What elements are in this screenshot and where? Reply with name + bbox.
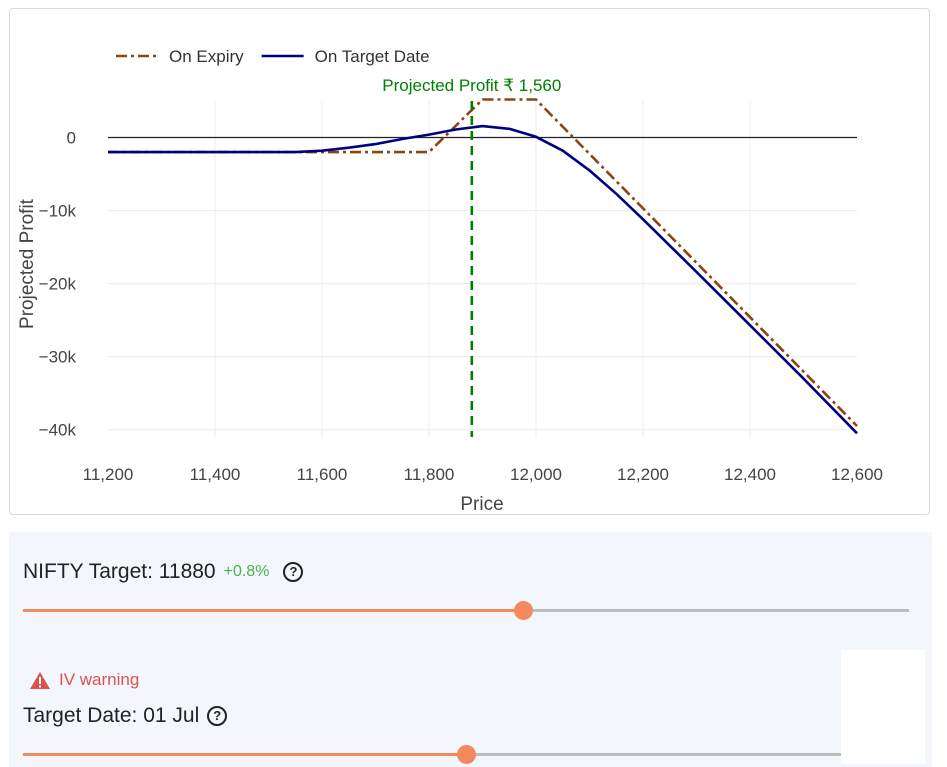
- nifty-target-change: +0.8%: [223, 563, 270, 580]
- blank-overlay: [841, 650, 925, 764]
- chart-card: 11,200 11,400 11,600 11,800 12,000 12,200 12,4…: [9, 8, 930, 515]
- nifty-target-slider-fill: [23, 609, 523, 612]
- series-line-0: [108, 98, 858, 427]
- x-tick-label: 11,800: [404, 465, 455, 484]
- target-date-slider-thumb[interactable]: [457, 745, 476, 764]
- legend-label-1: On Target Date: [315, 47, 430, 66]
- question-circle-icon[interactable]: ?: [283, 562, 304, 582]
- x-axis-title: Price: [460, 494, 503, 515]
- x-tick-label: 12,000: [510, 465, 562, 484]
- x-tick-label: 11,200: [83, 465, 134, 484]
- y-tick-label: 0: [67, 129, 76, 148]
- nifty-target-label: NIFTY Target: 11880: [23, 560, 216, 583]
- question-circle-icon[interactable]: ?: [207, 706, 228, 726]
- iv-warning: IV warning: [29, 670, 139, 690]
- y-axis-title: Projected Profit: [17, 198, 38, 329]
- nifty-target-row: NIFTY Target: 11880 +0.8% ?: [23, 560, 304, 584]
- payoff-chart: 11,200 11,400 11,600 11,800 12,000 12,200 12,4…: [17, 47, 883, 515]
- iv-warning-label: IV warning: [59, 670, 140, 689]
- x-tick-label: 12,400: [724, 465, 776, 484]
- nifty-target-slider-thumb[interactable]: [513, 601, 533, 620]
- x-tick-label: 12,600: [831, 465, 883, 484]
- controls-panel: NIFTY Target: 11880 +0.8% ? IV warning T…: [9, 532, 932, 767]
- legend-label-0: On Expiry: [169, 47, 244, 66]
- series-line-1: [108, 124, 858, 435]
- nifty-target-slider[interactable]: [23, 601, 909, 620]
- x-tick-label: 11,400: [190, 465, 241, 484]
- target-date-row: Target Date: 01 Jul ?: [23, 704, 228, 728]
- target-date-label: Target Date: 01 Jul: [23, 704, 200, 727]
- y-tick-label: −20k: [39, 275, 77, 294]
- target-marker-label: Projected Profit ₹ 1,560: [382, 76, 561, 95]
- target-date-slider-fill: [23, 753, 466, 756]
- warning-triangle-icon: [30, 671, 50, 689]
- y-tick-label: −10k: [39, 202, 77, 221]
- x-tick-label: 12,200: [617, 465, 669, 484]
- target-date-slider[interactable]: [23, 745, 909, 764]
- y-tick-label: −40k: [39, 421, 77, 440]
- x-tick-label: 11,600: [297, 465, 348, 484]
- y-tick-label: −30k: [39, 348, 77, 367]
